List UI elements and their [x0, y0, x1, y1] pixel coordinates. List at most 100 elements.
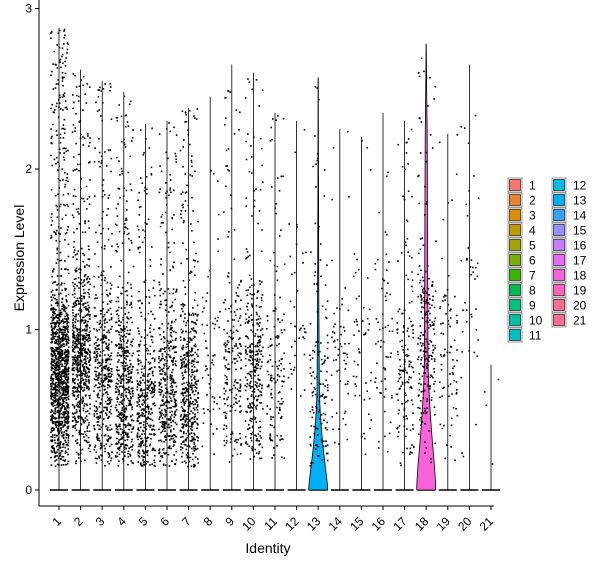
point — [81, 396, 84, 399]
point — [316, 444, 318, 446]
point — [173, 434, 176, 436]
point — [84, 395, 87, 397]
point — [55, 64, 57, 66]
point — [84, 93, 87, 96]
point — [78, 356, 81, 358]
point — [175, 399, 177, 402]
point — [105, 335, 107, 338]
point — [184, 400, 187, 403]
point — [180, 193, 182, 195]
point — [201, 310, 204, 313]
point — [109, 83, 111, 85]
point — [72, 169, 75, 172]
point — [107, 238, 110, 241]
point — [101, 335, 104, 338]
point — [230, 311, 233, 313]
point — [119, 347, 121, 349]
point — [75, 168, 78, 170]
point — [67, 352, 70, 355]
point — [278, 343, 280, 345]
point — [56, 455, 58, 457]
point — [223, 357, 226, 360]
point — [184, 293, 187, 295]
point — [260, 305, 262, 308]
point — [109, 301, 112, 304]
point — [65, 307, 68, 309]
point — [76, 94, 78, 97]
point — [124, 424, 126, 426]
point — [125, 362, 127, 364]
point — [81, 386, 83, 389]
point — [166, 418, 168, 421]
point — [258, 325, 261, 327]
point — [64, 420, 67, 422]
point — [225, 185, 227, 188]
point — [217, 180, 219, 183]
point — [95, 400, 98, 403]
point — [252, 351, 255, 353]
point — [148, 302, 151, 304]
point — [165, 362, 167, 365]
point — [193, 443, 196, 445]
point — [219, 310, 221, 313]
point — [82, 144, 85, 146]
point — [136, 225, 139, 228]
point — [255, 311, 258, 314]
point — [162, 464, 165, 466]
point — [64, 351, 67, 354]
point — [52, 405, 54, 407]
point — [78, 402, 81, 404]
point — [59, 342, 61, 345]
point — [87, 276, 89, 278]
point — [194, 343, 197, 346]
point — [59, 402, 62, 404]
point — [245, 158, 248, 161]
point — [78, 400, 81, 403]
point — [59, 352, 61, 355]
point — [326, 444, 329, 446]
point — [50, 396, 53, 398]
point — [258, 339, 260, 342]
point — [101, 367, 103, 370]
point — [83, 351, 86, 354]
point — [78, 95, 80, 98]
point — [131, 438, 133, 441]
point — [136, 419, 139, 422]
point — [281, 331, 283, 334]
point — [51, 394, 54, 396]
point — [116, 378, 119, 380]
point — [83, 278, 86, 281]
point — [50, 322, 52, 325]
point — [123, 352, 126, 354]
point — [249, 387, 252, 389]
point — [150, 367, 153, 369]
point — [271, 118, 274, 120]
point — [147, 416, 149, 419]
point — [98, 328, 101, 331]
point — [54, 313, 56, 315]
point — [226, 398, 228, 401]
point — [223, 387, 225, 390]
point — [138, 214, 141, 216]
point — [255, 363, 258, 365]
point — [56, 463, 59, 466]
point — [280, 329, 283, 331]
point — [57, 79, 59, 81]
point — [103, 379, 106, 381]
point — [72, 327, 75, 329]
point — [74, 326, 77, 329]
point — [73, 251, 75, 254]
point — [126, 316, 129, 319]
point — [81, 342, 84, 345]
point — [269, 345, 271, 347]
point — [193, 463, 195, 466]
point — [130, 341, 133, 343]
point — [120, 394, 123, 396]
point — [66, 324, 69, 326]
point — [72, 381, 74, 383]
point — [269, 338, 272, 340]
point — [51, 402, 54, 404]
point — [67, 411, 69, 413]
point — [85, 387, 88, 390]
point — [151, 428, 153, 431]
